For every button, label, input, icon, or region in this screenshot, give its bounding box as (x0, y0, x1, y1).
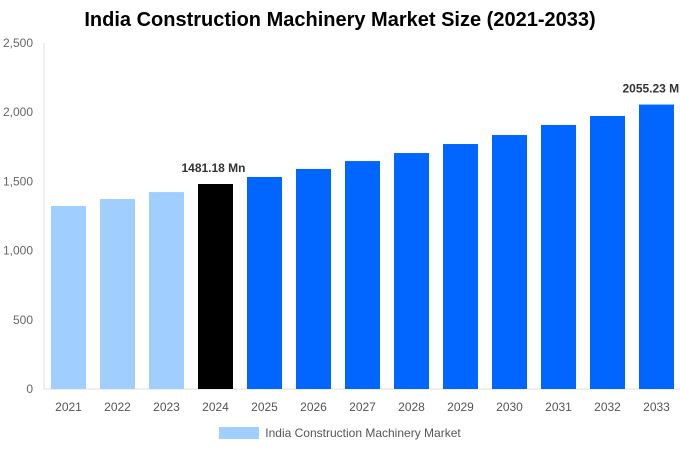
bar-2030 (492, 135, 527, 389)
bar-2032 (590, 115, 625, 389)
y-tick-label: 2,000 (3, 105, 33, 119)
x-tick-label: 2026 (300, 400, 327, 414)
chart-title: India Construction Machinery Market Size… (84, 9, 596, 31)
y-tick-label: 1,500 (3, 174, 33, 188)
y-tick-label: 0 (26, 382, 33, 396)
data-label-2033: 2055.23 Mn (622, 82, 680, 96)
bar-2026 (296, 168, 331, 389)
x-tick-label: 2024 (202, 400, 229, 414)
x-tick-label: 2027 (349, 400, 376, 414)
bar-2023 (149, 192, 184, 389)
bar-2021 (51, 206, 86, 389)
bar-2031 (541, 124, 576, 389)
bar-2025 (247, 176, 282, 389)
x-tick-label: 2025 (251, 400, 278, 414)
x-tick-label: 2029 (447, 400, 474, 414)
x-tick-label: 2022 (104, 400, 131, 414)
bar-2033 (639, 104, 674, 390)
x-tick-label: 2028 (398, 400, 425, 414)
bar-2028 (394, 153, 429, 389)
bar-2022 (100, 198, 135, 389)
bar-2029 (443, 144, 478, 389)
legend: India Construction Machinery Market (0, 426, 680, 440)
y-tick-label: 1,000 (3, 244, 33, 258)
bar-2027 (345, 161, 380, 389)
legend-label: India Construction Machinery Market (265, 426, 461, 440)
x-tick-label: 2033 (643, 400, 670, 414)
bar-2024 (198, 184, 233, 389)
y-tick-label: 500 (13, 313, 33, 327)
data-label-2024: 1481.18 Mn (181, 161, 245, 175)
x-tick-label: 2031 (545, 400, 572, 414)
legend-swatch (219, 427, 260, 439)
x-tick-label: 2030 (496, 400, 523, 414)
x-tick-label: 2021 (55, 400, 82, 414)
x-tick-label: 2032 (594, 400, 621, 414)
y-tick-label: 2,500 (3, 36, 33, 50)
x-tick-label: 2023 (153, 400, 180, 414)
